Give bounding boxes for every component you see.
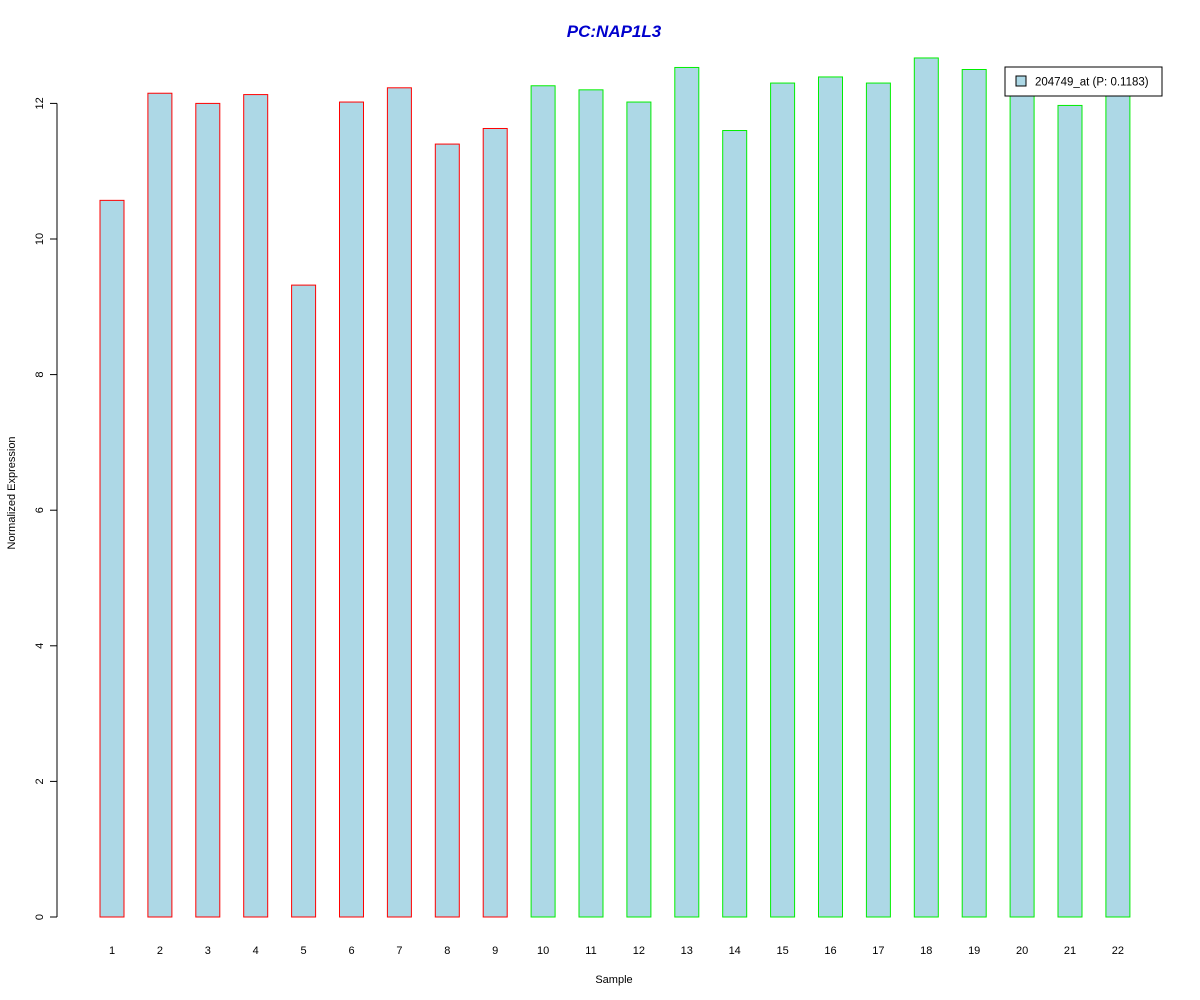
y-tick-label: 6: [34, 507, 46, 513]
x-tick-label: 2: [157, 945, 163, 957]
y-tick-label: 10: [34, 233, 46, 245]
bars-group: [99, 57, 1131, 918]
bar-sample-4: [243, 94, 269, 918]
bar-sample-13: [674, 66, 700, 918]
y-tick-label: 0: [34, 914, 46, 920]
y-axis-label: Normalized Expression: [6, 436, 18, 549]
bar-sample-5: [291, 284, 317, 918]
legend-box: [1004, 66, 1163, 97]
bar-sample-22: [1105, 82, 1131, 918]
y-tick-label: 4: [34, 643, 46, 649]
x-tick-label: 19: [968, 945, 980, 957]
x-axis-label: Sample: [595, 974, 632, 986]
x-tick-label: 1: [109, 945, 115, 957]
legend-label: 204749_at (P: 0.1183): [1035, 77, 1149, 89]
x-tick-label: 7: [396, 945, 402, 957]
bar-sample-3: [195, 102, 221, 918]
x-tick-label: 9: [492, 945, 498, 957]
x-tick-label: 18: [920, 945, 932, 957]
x-tick-label: 4: [253, 945, 259, 957]
x-tick-label: 21: [1064, 945, 1076, 957]
x-tick-labels: 1 2 3 4 5 6 7 8 9 10 11 12 13 14 15 16 17 18 19 20 21 22: [109, 945, 1124, 957]
x-tick-label: 15: [776, 945, 788, 957]
x-tick-label: 11: [585, 945, 596, 957]
x-tick-label: 13: [681, 945, 693, 957]
x-tick-label: 6: [348, 945, 354, 957]
y-tick-label: 12: [34, 97, 46, 109]
x-tick-label: 22: [1112, 945, 1124, 957]
bar-sample-6: [339, 101, 364, 918]
bar-sample-2: [147, 92, 173, 918]
x-tick-label: 3: [205, 945, 211, 957]
x-tick-label: 20: [1016, 945, 1028, 957]
legend-swatch: [1015, 75, 1027, 87]
bar-sample-21: [1057, 104, 1083, 918]
bar-sample-10: [530, 85, 556, 918]
bar-sample-19: [961, 69, 987, 918]
x-tick-label: 16: [824, 945, 836, 957]
x-tick-label: 10: [537, 945, 549, 957]
x-tick-label: 12: [633, 945, 645, 957]
x-tick-label: 5: [301, 945, 307, 957]
bar-sample-12: [626, 101, 652, 918]
y-axis: 0 2 4 6 8 10 12: [34, 97, 58, 920]
x-tick-label: 14: [729, 945, 741, 957]
bar-sample-17: [865, 82, 891, 918]
bar-sample-7: [386, 87, 412, 918]
bar-sample-15: [770, 82, 796, 918]
y-tick-label: 2: [34, 778, 46, 784]
bar-sample-18: [913, 57, 939, 918]
bar-sample-16: [818, 76, 843, 918]
bar-sample-20: [1009, 82, 1035, 918]
bar-sample-9: [482, 127, 508, 918]
x-tick-label: 8: [444, 945, 450, 957]
chart-title: PC:NAP1L3: [567, 22, 662, 41]
bar-sample-8: [434, 143, 460, 918]
legend: 204749_at (P: 0.1183): [1004, 66, 1163, 97]
bar-sample-11: [578, 89, 604, 918]
x-tick-label: 17: [872, 945, 884, 957]
bar-sample-14: [722, 130, 748, 918]
bar-sample-1: [99, 199, 125, 918]
y-tick-label: 8: [34, 372, 46, 378]
